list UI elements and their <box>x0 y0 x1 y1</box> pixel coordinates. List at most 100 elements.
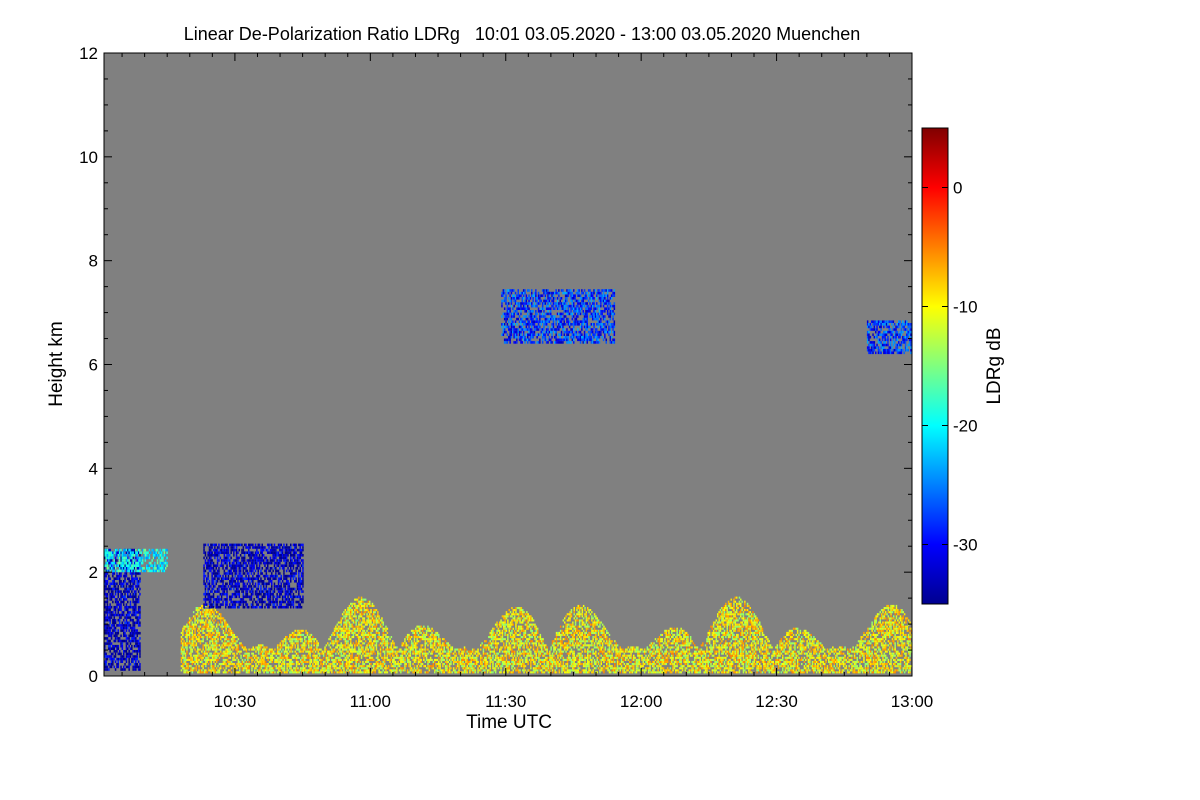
heat-cell <box>293 663 295 666</box>
heat-cell <box>358 623 360 626</box>
heat-cell <box>331 633 333 636</box>
heat-cell <box>431 638 433 641</box>
heat-cell <box>209 648 211 651</box>
heat-cell <box>489 658 491 661</box>
heat-cell <box>297 631 299 634</box>
heat-cell <box>262 648 264 651</box>
heat-cell <box>192 623 195 626</box>
heat-cell <box>634 671 636 674</box>
heat-cell <box>578 629 581 632</box>
heat-cell <box>593 658 596 661</box>
heat-cell <box>316 658 318 661</box>
heat-cell <box>272 650 275 653</box>
heat-cell <box>582 629 585 632</box>
heat-cell <box>458 650 460 653</box>
heat-cell <box>340 631 342 634</box>
heat-cell <box>211 658 214 661</box>
heat-cell <box>337 627 340 630</box>
heat-cell <box>239 667 241 670</box>
heat-cell <box>494 671 497 674</box>
heat-cell <box>302 650 305 653</box>
heat-cell <box>415 656 417 659</box>
heat-cell <box>638 654 640 657</box>
heat-cell <box>379 667 382 670</box>
heat-cell <box>389 652 391 655</box>
heat-cell <box>412 656 414 659</box>
heat-cell <box>523 636 525 639</box>
heat-cell <box>597 633 600 636</box>
heat-cell <box>285 650 287 653</box>
heat-cell <box>301 646 303 649</box>
heat-cell <box>329 667 332 670</box>
heat-cell <box>566 663 569 666</box>
heat-cell <box>630 650 632 653</box>
heat-cell <box>507 667 509 670</box>
heat-cell <box>497 623 500 626</box>
heat-cell <box>597 642 600 645</box>
heat-cell <box>554 665 556 668</box>
heat-cell <box>312 636 314 639</box>
heat-cell <box>351 656 353 659</box>
heat-cell <box>263 660 265 663</box>
heat-cell <box>199 625 202 628</box>
heat-cell <box>383 663 386 666</box>
heat-cell <box>664 663 666 666</box>
heat-cell <box>327 667 329 670</box>
heat-cell <box>638 652 640 655</box>
heat-cell <box>589 623 592 626</box>
heat-cell <box>569 611 571 614</box>
heat-cell <box>377 665 379 668</box>
heat-cell <box>528 633 531 636</box>
heat-cell <box>501 640 504 643</box>
heat-cell <box>620 660 623 663</box>
heat-cell <box>507 623 509 626</box>
heat-cell <box>400 654 402 657</box>
heat-cell <box>287 665 290 668</box>
heat-cell <box>429 633 432 636</box>
heat-cell <box>245 654 248 657</box>
heat-cell <box>527 617 529 620</box>
heat-cell <box>226 642 229 645</box>
heat-cell <box>245 663 248 666</box>
heat-cell <box>290 671 292 674</box>
heat-cell <box>490 636 493 639</box>
heat-cell <box>429 638 432 641</box>
heat-cell <box>188 623 191 626</box>
heat-cell <box>408 663 410 666</box>
heat-cell <box>553 669 555 672</box>
heat-cell <box>601 644 604 647</box>
heat-cell <box>497 633 500 636</box>
heat-cell <box>532 671 535 674</box>
heat-cell <box>394 652 397 655</box>
heat-cell <box>623 654 626 657</box>
heat-cell <box>295 663 298 666</box>
heat-cell <box>359 615 361 618</box>
heat-cell <box>517 663 520 666</box>
heat-cell <box>314 658 317 661</box>
heat-cell <box>202 629 204 632</box>
heat-cell <box>662 642 665 645</box>
heat-cell <box>528 648 531 651</box>
heat-cell <box>470 652 472 655</box>
heat-cell <box>516 652 519 655</box>
heat-cell <box>484 660 486 663</box>
heat-cell <box>593 631 596 634</box>
heat-cell <box>386 640 389 643</box>
heat-cell <box>371 619 374 622</box>
heat-cell <box>565 646 567 649</box>
heat-cell <box>360 596 363 599</box>
heat-cell <box>653 665 655 668</box>
heat-cell <box>210 660 212 663</box>
heat-cell <box>412 669 414 672</box>
heat-cell <box>434 648 436 651</box>
heat-cell <box>191 636 194 639</box>
heat-cell <box>390 642 393 645</box>
heat-cell <box>565 671 567 674</box>
heat-cell <box>541 650 543 653</box>
heat-cell <box>577 669 579 672</box>
heat-cell <box>352 621 355 624</box>
heat-cell <box>413 644 416 647</box>
heat-cell <box>639 663 642 666</box>
heat-cell <box>297 638 299 641</box>
heat-cell <box>646 663 649 666</box>
